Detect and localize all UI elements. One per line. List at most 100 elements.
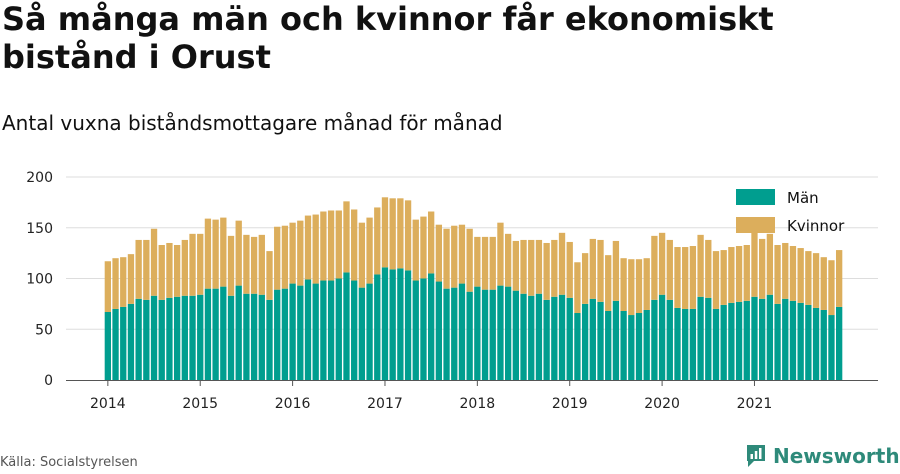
bar-woman [120, 257, 127, 307]
bar-woman [412, 219, 419, 281]
bar-man [127, 303, 135, 380]
bar-woman [112, 258, 119, 309]
bar-man [404, 270, 412, 380]
bar-woman [312, 214, 319, 284]
bar-man [397, 268, 404, 380]
bar-man [805, 304, 812, 380]
bar-woman [250, 236, 258, 294]
bar-woman [828, 260, 835, 316]
y-tick-label: 100 [26, 272, 53, 288]
bar-woman [127, 254, 135, 304]
bar-woman [397, 198, 404, 269]
bar-man [712, 308, 720, 380]
bar-woman [520, 239, 527, 294]
bar-man [797, 302, 804, 380]
bar-woman [628, 259, 635, 316]
bar-man [466, 291, 473, 380]
bar-man [812, 307, 820, 380]
bar-woman [558, 232, 566, 295]
bar-man [197, 294, 204, 380]
bar-woman [274, 226, 281, 290]
bar-woman [497, 222, 504, 286]
bar-woman [774, 245, 781, 304]
bar-man [820, 309, 827, 380]
bar-woman [404, 200, 412, 271]
bar-woman [197, 233, 204, 295]
bar-man [104, 311, 112, 380]
bar-woman [150, 228, 158, 296]
bar-man [227, 295, 235, 380]
bar-woman [189, 233, 196, 296]
bar-man [281, 288, 289, 380]
bar-man [158, 299, 165, 380]
bar-woman [381, 197, 389, 268]
x-tick-label: 2020 [644, 396, 680, 412]
bar-woman [512, 240, 519, 291]
bar-man [243, 293, 250, 380]
bar-woman [474, 236, 481, 287]
bar-woman [751, 225, 758, 297]
bar-woman [443, 228, 450, 289]
bar-woman [812, 253, 820, 308]
bar-woman [289, 222, 296, 284]
bar-man [451, 287, 458, 380]
bar-man [689, 308, 697, 380]
bar-man [312, 283, 319, 380]
bar-woman [481, 236, 489, 290]
y-tick-label: 50 [35, 322, 53, 338]
bar-woman [789, 246, 797, 301]
brand-mark[interactable]: Newsworthy [745, 442, 900, 470]
bar-man [327, 280, 335, 380]
bar-woman [651, 235, 658, 300]
bar-man [535, 293, 543, 380]
bar-woman [489, 236, 496, 290]
bar-woman [243, 234, 250, 294]
bar-man [658, 294, 666, 380]
bar-man [143, 299, 150, 380]
bar-man [112, 308, 119, 380]
bar-woman [620, 258, 627, 311]
x-tick-label: 2017 [367, 396, 403, 412]
bar-man [766, 294, 774, 380]
bar-woman [820, 257, 827, 310]
bar-woman [389, 198, 396, 270]
bar-man [666, 299, 673, 380]
legend-label: Män [787, 189, 819, 207]
bar-man [335, 278, 342, 380]
bar-woman [697, 234, 704, 297]
bar-man [150, 295, 158, 380]
bar-man [635, 313, 643, 380]
bar-woman [543, 242, 550, 300]
bar-man [435, 281, 443, 380]
bar-man [189, 295, 196, 380]
bar-man [682, 308, 689, 380]
bar-man [759, 298, 766, 380]
bar-woman [766, 233, 774, 295]
bar-woman [635, 259, 643, 314]
bar-man [720, 304, 727, 380]
bar-man [558, 294, 566, 380]
bar-man [589, 298, 596, 380]
bar-man [235, 285, 242, 380]
bar-woman [743, 245, 750, 301]
bar-woman [343, 201, 350, 273]
bar-man [520, 293, 527, 380]
bar-woman [666, 239, 673, 300]
bar-man [266, 299, 273, 380]
axes: 0 50 100 150 200 2014 2015 2016 2017 2018 2019 2020… [26, 170, 878, 412]
bar-man [181, 295, 188, 380]
bar-man [489, 289, 496, 380]
bar-woman [166, 242, 173, 298]
bar-man [643, 309, 650, 380]
bar-man [512, 290, 519, 380]
bar-woman [574, 262, 581, 314]
bar-woman [351, 209, 358, 281]
bar-woman [735, 246, 743, 302]
y-tick-label: 150 [26, 221, 53, 237]
bar-man [743, 300, 750, 380]
bar-woman [551, 239, 558, 297]
bar-man [166, 297, 173, 380]
bar-man [297, 285, 304, 380]
bar-man [705, 297, 712, 380]
bar-woman [658, 232, 666, 295]
